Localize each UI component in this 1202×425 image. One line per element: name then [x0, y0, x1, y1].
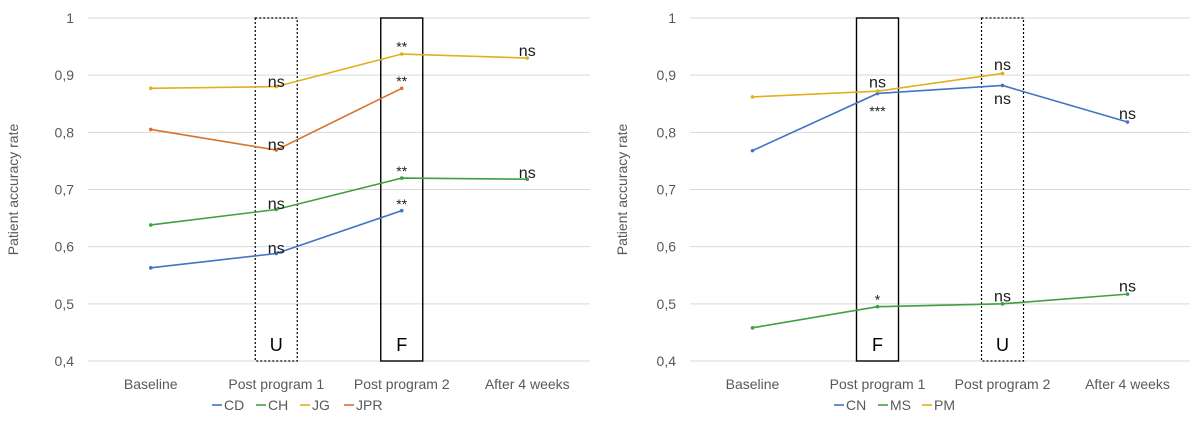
chart-2: 0,4 0,5 0,6 0,7 0,8 0,9 1 Patient accuracy rate… — [614, 10, 1190, 413]
significance-label: ** — [396, 73, 407, 89]
series-line-jg — [150, 53, 528, 90]
data-point-cn — [1000, 83, 1005, 88]
annotation-box — [380, 17, 424, 362]
x-tick-label: Baseline — [726, 376, 780, 392]
data-point-ch — [148, 223, 153, 227]
annotation-box — [254, 17, 298, 362]
y-tick-label: 0,9 — [55, 67, 75, 83]
data-point-pm — [875, 89, 880, 93]
x-tick-label: After 4 weeks — [1085, 376, 1170, 392]
data-point-jg — [274, 84, 279, 89]
y-axis-label: Patient accuracy rate — [614, 124, 630, 256]
significance-label: ** — [396, 39, 407, 55]
legend-label: JPR — [356, 397, 382, 413]
data-point-ms — [750, 326, 755, 330]
data-point-cn — [750, 148, 755, 153]
y-tick-label: 0,7 — [55, 182, 75, 198]
significance-label: ns — [994, 57, 1011, 74]
significance-label: ns — [268, 137, 285, 154]
legend-label: CH — [268, 397, 288, 413]
x-tick-label: Post program 1 — [830, 376, 926, 392]
significance-label: ** — [396, 163, 407, 179]
significance-label: ns — [268, 240, 285, 257]
data-point-jg — [148, 86, 153, 91]
y-tick-label: 0,9 — [657, 67, 677, 83]
y-tick-label: 1 — [668, 10, 676, 26]
significance-label: ns — [1119, 279, 1136, 296]
series-line-cd — [150, 209, 403, 269]
significance-label: *** — [869, 103, 886, 119]
significance-label: * — [875, 291, 881, 307]
data-point-ch — [525, 177, 530, 182]
y-tick-label: 0,5 — [55, 296, 75, 312]
data-point-ms — [1000, 302, 1005, 306]
box-label: F — [872, 335, 883, 355]
y-tick-label: 0,8 — [55, 124, 75, 140]
y-tick-label: 0,6 — [55, 239, 75, 255]
data-point-ch — [399, 176, 404, 180]
y-axis-label: Patient accuracy rate — [5, 124, 21, 256]
data-point-cd — [399, 208, 404, 213]
x-tick-label: Post program 1 — [228, 376, 324, 392]
box-label: U — [270, 335, 283, 355]
data-point-pm — [750, 95, 755, 99]
legend-label: PM — [934, 397, 955, 413]
x-tick-label: Post program 2 — [354, 376, 450, 392]
y-tick-label: 0,4 — [657, 353, 677, 369]
y-tick-label: 0,7 — [657, 182, 677, 198]
x-tick-label: Baseline — [124, 376, 178, 392]
series-line-cn — [752, 84, 1128, 152]
data-point-cn — [1125, 120, 1130, 124]
y-tick-label: 0,8 — [657, 124, 677, 140]
data-point-jg — [525, 56, 530, 60]
legend-label: CN — [846, 397, 866, 413]
data-point-jpr — [274, 148, 279, 152]
series-line-ms — [752, 293, 1128, 329]
legend-label: MS — [890, 397, 911, 413]
chart-1: 0,4 0,5 0,6 0,7 0,8 0,9 1 Patient accuracy rate… — [5, 10, 590, 413]
box-label: F — [396, 335, 407, 355]
significance-label: ns — [994, 91, 1011, 108]
significance-label: ns — [268, 196, 285, 213]
x-tick-label: Post program 2 — [955, 376, 1051, 392]
legend-label: JG — [312, 397, 330, 413]
y-tick-label: 0,5 — [657, 296, 677, 312]
y-tick-label: 0,4 — [55, 353, 75, 369]
annotation-box — [980, 17, 1025, 362]
significance-label: ns — [869, 75, 886, 92]
data-point-jpr — [399, 86, 404, 91]
significance-label: ns — [994, 288, 1011, 305]
significance-label: ns — [519, 43, 536, 60]
significance-label: ns — [519, 165, 536, 182]
data-point-cd — [148, 266, 153, 270]
y-tick-label: 1 — [66, 10, 74, 26]
data-point-jpr — [148, 127, 153, 132]
annotation-box — [855, 17, 900, 362]
significance-label: ns — [268, 74, 285, 91]
data-point-pm — [1000, 71, 1005, 76]
box-label: U — [996, 335, 1009, 355]
series-line-ch — [150, 177, 528, 226]
significance-label: ** — [396, 196, 407, 212]
significance-label: ns — [1119, 106, 1136, 123]
y-tick-label: 0,6 — [657, 239, 677, 255]
data-point-cd — [274, 251, 279, 256]
data-point-jg — [399, 52, 404, 56]
x-tick-label: After 4 weeks — [485, 376, 570, 392]
data-point-ms — [875, 304, 880, 309]
legend-label: CD — [224, 397, 244, 413]
data-point-ms — [1125, 292, 1130, 296]
data-point-ch — [274, 207, 279, 212]
